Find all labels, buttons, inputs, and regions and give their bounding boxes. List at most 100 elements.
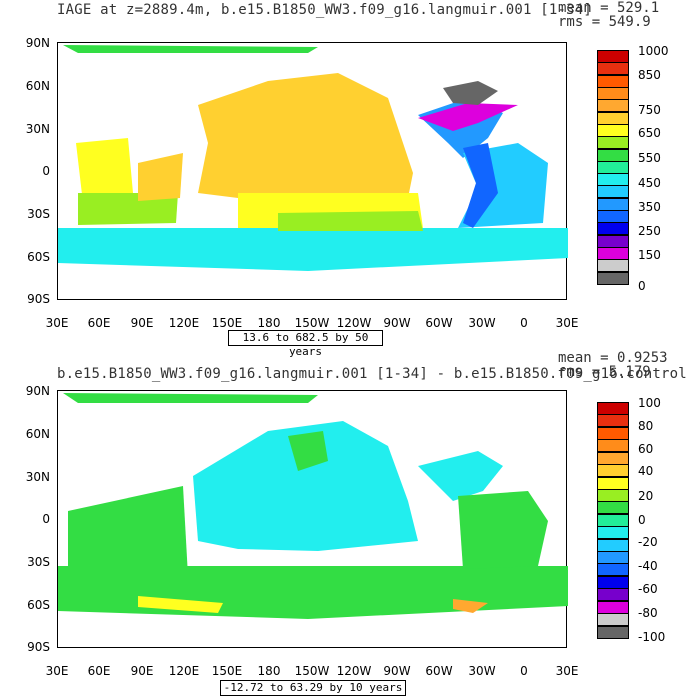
bottom-rms-label: rms = 5.179 — [558, 364, 651, 380]
top-colorbar-label: 850 — [638, 68, 661, 82]
bottom-colorbar-label: -20 — [638, 535, 658, 549]
top-lat-label: 90S — [27, 292, 50, 306]
bottom-lat-label: 90S — [27, 640, 50, 654]
top-lat-label: 60N — [25, 79, 50, 93]
bottom-indian-ocean — [68, 486, 188, 581]
top-indian-ocean-yellow — [76, 138, 133, 203]
colorbar-swatch — [597, 234, 629, 248]
top-range-label: 13.6 to 682.5 by 50 years — [228, 330, 383, 358]
bottom-lat-label: 60S — [27, 598, 50, 612]
top-atlantic-grey — [443, 81, 498, 105]
top-lon-label: 60E — [87, 316, 111, 330]
bottom-colorbar-label: -80 — [638, 606, 658, 620]
top-lon-label: 60W — [425, 316, 453, 330]
colorbar-swatch — [597, 464, 629, 478]
bottom-lon-label: 150W — [294, 664, 330, 678]
colorbar-swatch — [597, 210, 629, 224]
colorbar-swatch — [597, 575, 629, 589]
colorbar-swatch — [597, 148, 629, 162]
bottom-colorbar-label: 60 — [638, 442, 654, 456]
bottom-lon-label: 180 — [257, 664, 281, 678]
top-lon-label: 30W — [468, 316, 496, 330]
top-colorbar-label: 450 — [638, 176, 661, 190]
top-lon-label: 0 — [520, 316, 528, 330]
bottom-map-panel: b.e15.B1850_WW3.f09_g16.langmuir.001 [1-… — [0, 350, 700, 700]
bottom-lat-label: 30S — [27, 555, 50, 569]
colorbar-swatch — [597, 271, 629, 285]
top-lon-label: 120W — [336, 316, 372, 330]
bottom-southern-ocean — [58, 566, 568, 619]
colorbar-swatch — [597, 426, 629, 440]
bottom-colorbar-label: 80 — [638, 419, 654, 433]
top-colorbar — [597, 50, 629, 285]
colorbar-swatch — [597, 600, 629, 614]
top-arctic-ocean — [63, 45, 318, 53]
bottom-lon-label: 150E — [211, 664, 243, 678]
bottom-lon-label: 90E — [130, 664, 154, 678]
colorbar-swatch — [597, 173, 629, 187]
bottom-lon-label: 60E — [87, 664, 111, 678]
bottom-atlantic-south — [458, 491, 548, 569]
colorbar-swatch — [597, 613, 629, 627]
colorbar-swatch — [597, 451, 629, 465]
top-map-title: IAGE at z=2889.4m, b.e15.B1850_WW3.f09_g… — [57, 2, 592, 18]
top-colorbar-label: 0 — [638, 279, 646, 293]
top-lon-label: 150W — [294, 316, 330, 330]
top-map-frame — [57, 42, 568, 300]
bottom-pacific-ocean — [193, 421, 418, 551]
bottom-lon-label: 0 — [520, 664, 528, 678]
top-colorbar-label: 650 — [638, 126, 661, 140]
top-colorbar-label: 150 — [638, 248, 661, 262]
top-mean-label: mean = 529.1 — [558, 0, 660, 16]
bottom-lon-label: 120E — [168, 664, 200, 678]
top-atlantic-magenta — [418, 103, 518, 131]
bottom-arctic-ocean — [63, 393, 318, 403]
colorbar-swatch — [597, 123, 629, 137]
top-lon-label: 180 — [257, 316, 281, 330]
top-indian-ocean-green — [78, 193, 178, 225]
bottom-colorbar-label: -60 — [638, 582, 658, 596]
colorbar-swatch — [597, 111, 629, 125]
top-lon-label: 30E — [555, 316, 579, 330]
bottom-colorbar-label: 40 — [638, 464, 654, 478]
top-indian-ocean-east — [138, 153, 183, 201]
colorbar-swatch — [597, 62, 629, 76]
colorbar-swatch — [597, 526, 629, 540]
colorbar-swatch — [597, 136, 629, 150]
bottom-mean-label: mean = 0.9253 — [558, 350, 668, 366]
bottom-colorbar — [597, 402, 629, 639]
bottom-colorbar-label: 0 — [638, 513, 646, 527]
bottom-lat-label: 0 — [42, 512, 50, 526]
top-lat-label: 30N — [25, 122, 50, 136]
colorbar-swatch — [597, 563, 629, 577]
colorbar-swatch — [597, 74, 629, 88]
top-colorbar-label: 550 — [638, 151, 661, 165]
colorbar-swatch — [597, 625, 629, 639]
top-lat-label: 30S — [27, 207, 50, 221]
bottom-lon-label: 30E — [45, 664, 69, 678]
colorbar-swatch — [597, 86, 629, 100]
bottom-range-label: -12.72 to 63.29 by 10 years — [220, 680, 406, 696]
bottom-lat-label: 60N — [25, 427, 50, 441]
bottom-colorbar-label: -40 — [638, 559, 658, 573]
colorbar-swatch — [597, 551, 629, 565]
bottom-lon-label: 60W — [425, 664, 453, 678]
colorbar-swatch — [597, 513, 629, 527]
colorbar-swatch — [597, 476, 629, 490]
top-lat-label: 90N — [25, 36, 50, 50]
top-lon-label: 90W — [383, 316, 411, 330]
colorbar-swatch — [597, 160, 629, 174]
top-map-panel: IAGE at z=2889.4m, b.e15.B1850_WW3.f09_g… — [25, 0, 669, 358]
top-colorbar-label: 750 — [638, 103, 661, 117]
top-lat-label: 60S — [27, 250, 50, 264]
colorbar-swatch — [597, 588, 629, 602]
top-southern-ocean — [58, 228, 568, 271]
colorbar-swatch — [597, 222, 629, 236]
bottom-colorbar-label: -100 — [638, 630, 666, 644]
top-pacific-ocean — [198, 73, 413, 201]
bottom-map-frame — [57, 390, 568, 648]
top-lon-label: 30E — [45, 316, 69, 330]
bottom-colorbar-label: 100 — [638, 396, 661, 410]
colorbar-swatch — [597, 538, 629, 552]
colorbar-swatch — [597, 259, 629, 273]
